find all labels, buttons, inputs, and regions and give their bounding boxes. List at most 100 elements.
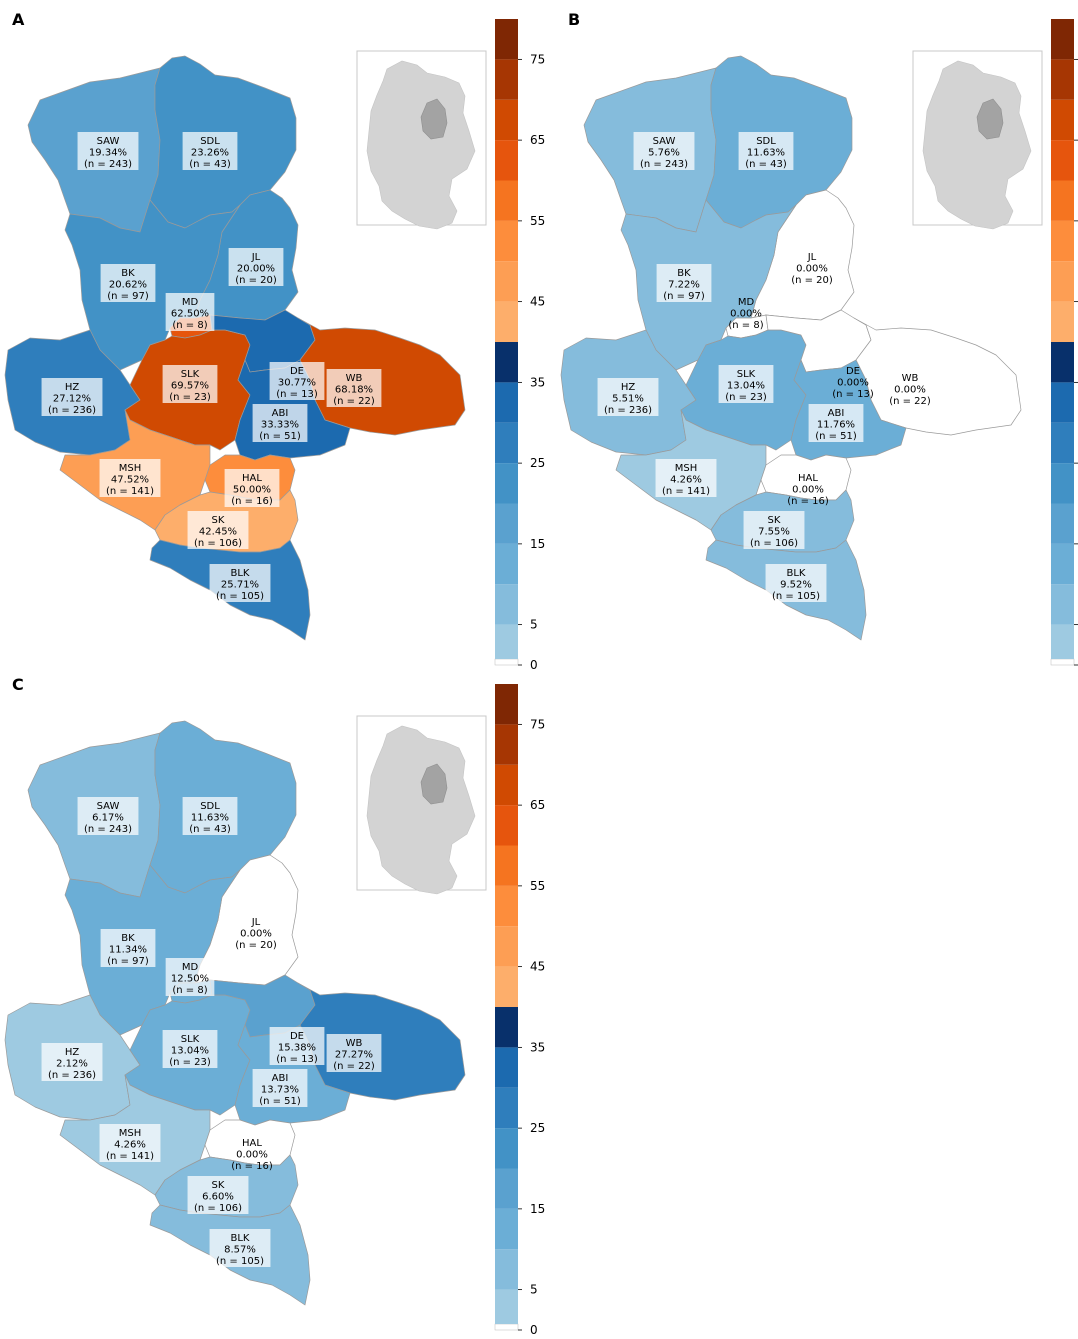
district-count: (n = 106) [750, 538, 798, 549]
district-count: (n = 8) [172, 985, 207, 996]
district-code: SDL [756, 136, 776, 147]
district-code: HAL [242, 1138, 262, 1149]
colorbar-step [495, 805, 518, 846]
district-label-sk: SK6.60%(n = 106) [187, 1176, 249, 1214]
colorbar-step [495, 220, 518, 262]
district-count: (n = 97) [663, 291, 705, 302]
district-percent: 5.51% [612, 394, 644, 405]
label-box [765, 564, 827, 602]
colorbar-tick-label: 45 [530, 960, 545, 974]
label-box [41, 378, 103, 416]
district-code: SK [212, 515, 225, 526]
district-code: BLK [787, 568, 806, 579]
colorbar-step [1051, 99, 1074, 141]
colorbar-step [495, 99, 518, 141]
district-percent: 12.50% [171, 974, 209, 985]
colorbar-step [495, 59, 518, 100]
district-code: SAW [653, 136, 676, 147]
colorbar-tick-label: 35 [530, 1040, 545, 1054]
panel-letters: A B C [12, 10, 580, 694]
germany-inset-a [356, 50, 487, 230]
district-label-sk: SK7.55%(n = 106) [743, 511, 805, 549]
district-code: MD [182, 297, 199, 308]
district-code: WB [902, 373, 919, 384]
district-code: ABI [272, 408, 289, 419]
district-count: (n = 236) [48, 1070, 96, 1081]
district-count: (n = 13) [276, 389, 318, 400]
district-percent: 11.63% [747, 148, 785, 159]
colorbar-step [495, 301, 518, 342]
district-percent: 11.34% [109, 945, 147, 956]
colorbar-tick-label: 55 [530, 214, 545, 228]
district-count: (n = 16) [231, 1161, 273, 1172]
district-percent: 7.22% [668, 280, 700, 291]
district-count: (n = 243) [84, 159, 132, 170]
district-percent: 19.34% [89, 148, 127, 159]
colorbar-step [1051, 584, 1074, 625]
colorbar-step [1051, 220, 1074, 262]
district-label-md: MD0.00%(n = 8) [728, 297, 763, 331]
district-code: WB [346, 1038, 363, 1049]
saxony-anhalt-highlight [420, 98, 448, 140]
label-box [99, 459, 161, 497]
district-count: (n = 141) [662, 486, 710, 497]
colorbar-step [1051, 624, 1074, 659]
label-box [182, 132, 238, 170]
district-count: (n = 23) [169, 392, 211, 403]
colorbar-tick-label: 75 [530, 52, 545, 66]
district-code: WB [346, 373, 363, 384]
district-code: HAL [242, 473, 262, 484]
district-code: BK [121, 933, 135, 944]
colorbar-step [495, 382, 518, 423]
district-percent: 0.00% [796, 264, 828, 275]
colorbar-step-zero [494, 1323, 519, 1331]
district-label-hz: HZ2.12%(n = 236) [41, 1043, 103, 1081]
colorbar-step [1051, 342, 1074, 383]
district-code: BK [677, 268, 691, 279]
district-count: (n = 20) [235, 275, 277, 286]
germany-shape [366, 60, 476, 230]
label-box [100, 264, 156, 302]
colorbars: 0515253545556575051525354555657505152535… [494, 19, 1078, 1337]
district-count: (n = 105) [216, 1256, 264, 1267]
colorbar-step-zero [494, 658, 519, 666]
district-count: (n = 22) [889, 396, 931, 407]
colorbar-tick-label: 15 [530, 1202, 545, 1216]
district-percent: 4.26% [114, 1140, 146, 1151]
district-code: MD [738, 297, 755, 308]
label-box [655, 459, 717, 497]
colorbar-step [1051, 543, 1074, 585]
district-percent: 23.26% [191, 148, 229, 159]
label-box [808, 404, 864, 442]
district-percent: 11.76% [817, 420, 855, 431]
colorbar-step [1051, 180, 1074, 221]
colorbar-step [495, 1047, 518, 1088]
district-code: JL [251, 252, 261, 263]
colorbar-step [495, 764, 518, 806]
district-count: (n = 16) [787, 496, 829, 507]
district-count: (n = 16) [231, 496, 273, 507]
label-box [252, 404, 308, 442]
label-box [165, 293, 215, 331]
district-percent: 27.27% [335, 1050, 373, 1061]
district-count: (n = 23) [725, 392, 767, 403]
district-percent: 0.00% [730, 309, 762, 320]
district-code: BLK [231, 568, 250, 579]
colorbar-step-zero [1050, 658, 1075, 666]
district-code: MSH [119, 463, 142, 474]
district-percent: 33.33% [261, 420, 299, 431]
district-count: (n = 236) [48, 405, 96, 416]
colorbar-step [1051, 503, 1074, 544]
